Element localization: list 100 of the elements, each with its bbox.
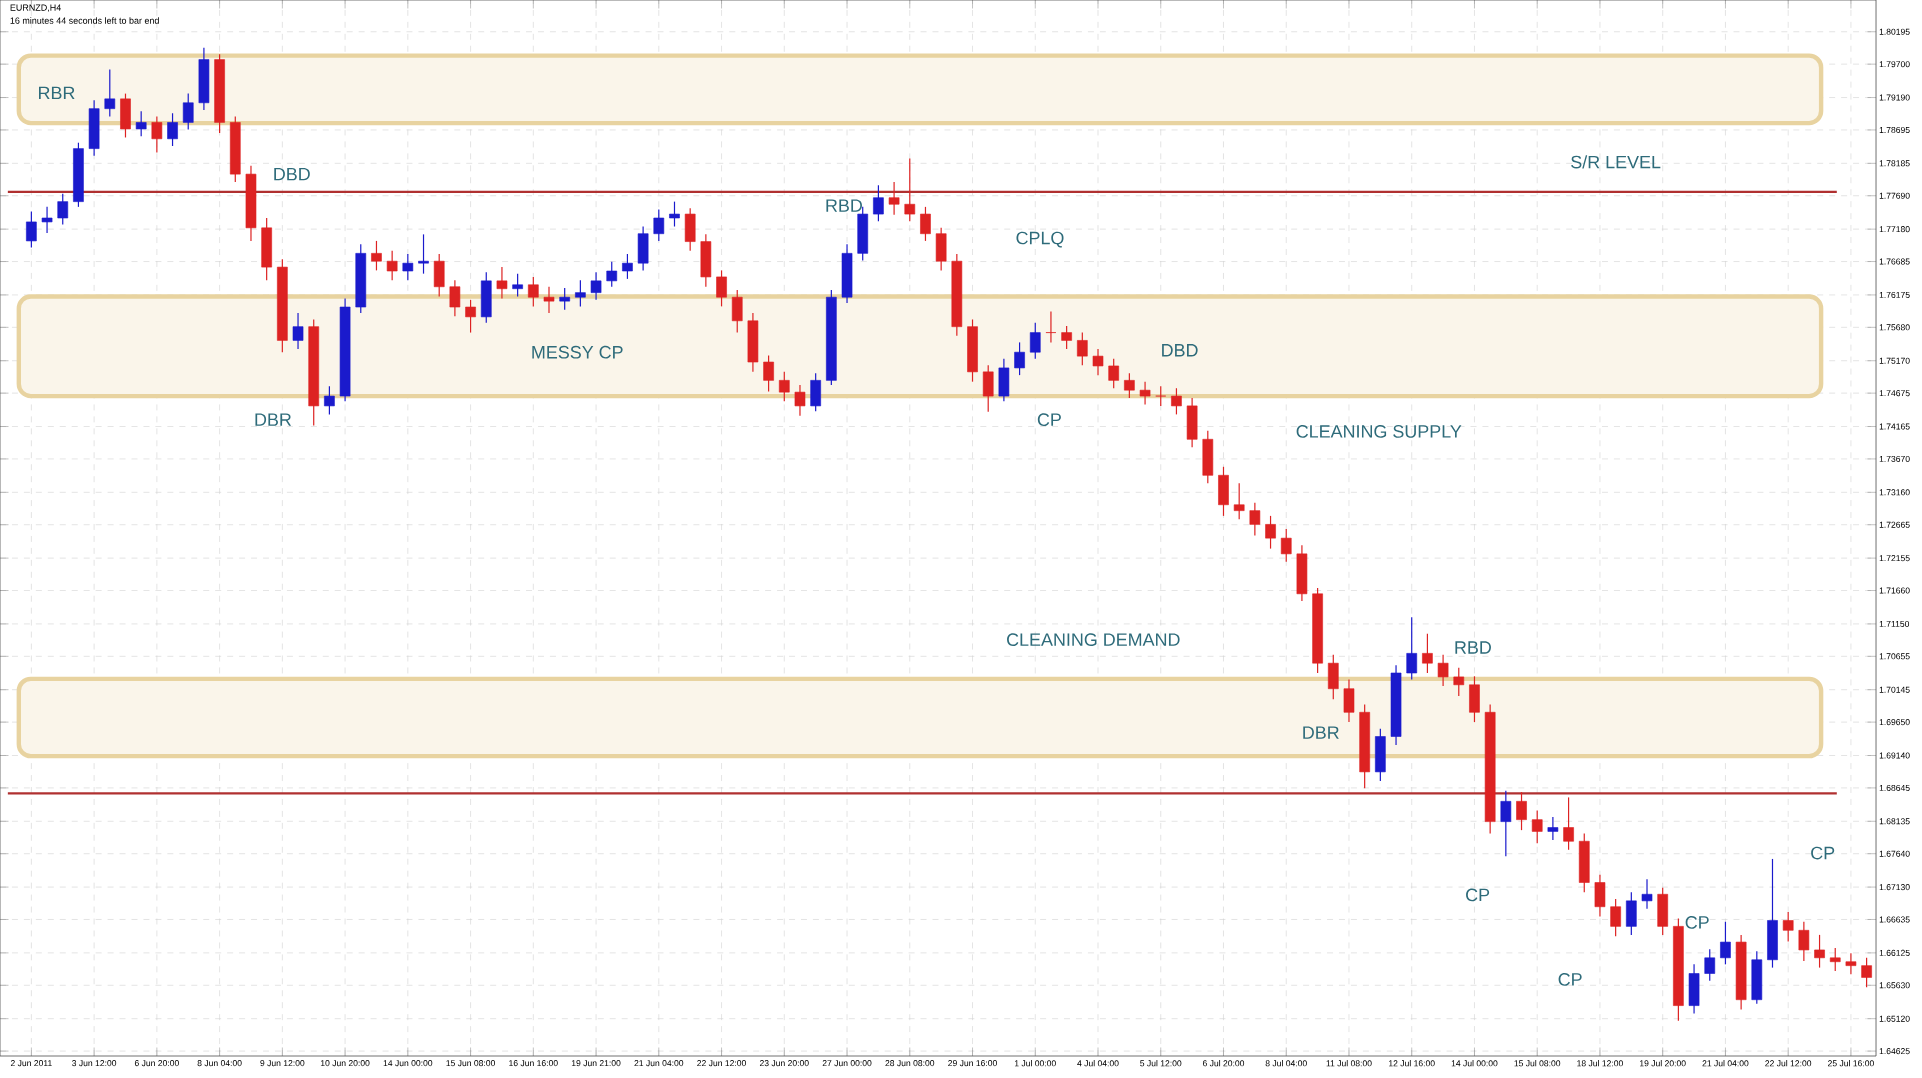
- annotation: CP: [1466, 888, 1490, 902]
- candlestick: [1108, 358, 1120, 389]
- candlestick: [1720, 921, 1731, 965]
- candlestick: [684, 207, 696, 252]
- candlestick: [512, 273, 523, 298]
- candlestick: [41, 206, 53, 234]
- candlestick: [559, 287, 571, 311]
- candlestick: [1798, 921, 1810, 962]
- candlestick: [841, 243, 853, 304]
- ref-line-label: S/R LEVEL: [1571, 155, 1661, 169]
- annotation: DBD: [1162, 344, 1198, 357]
- candlestick: [1610, 898, 1621, 937]
- candlestick: [1578, 832, 1590, 893]
- candlestick: [1045, 311, 1057, 343]
- candlestick: [1014, 341, 1025, 376]
- candlestick: [480, 271, 492, 324]
- candlestick: [998, 358, 1010, 402]
- candlestick: [465, 299, 476, 334]
- candlestick: [920, 206, 931, 242]
- annotation: CP: [1037, 413, 1061, 426]
- candlestick: [1327, 654, 1339, 700]
- candlestick: [1767, 858, 1778, 969]
- annotation: CLEANING SUPPLY: [1296, 425, 1462, 438]
- candlestick: [433, 253, 445, 298]
- candlestick: [135, 110, 147, 137]
- candlestick: [731, 289, 743, 334]
- candlestick: [653, 208, 665, 242]
- candlestick: [371, 240, 382, 271]
- candlestick: [496, 266, 508, 300]
- candlestick: [1437, 654, 1449, 687]
- candlestick: [1171, 387, 1182, 416]
- candlestick: [418, 233, 429, 275]
- annotation: DBR: [1303, 726, 1339, 739]
- candlestick: [1516, 791, 1527, 831]
- annotation: RBR: [39, 86, 75, 100]
- candlestick: [669, 201, 680, 228]
- annotation: MESSY CP: [532, 345, 623, 359]
- candlestick: [1641, 878, 1653, 910]
- candlestick: [778, 371, 790, 402]
- candlestick: [449, 279, 461, 317]
- candlestick: [716, 269, 727, 307]
- annotation: CP: [1811, 846, 1835, 860]
- candlestick: [1077, 331, 1088, 366]
- candlestick: [747, 312, 759, 373]
- candlestick: [1124, 372, 1135, 399]
- candlestick: [1547, 816, 1559, 841]
- candlestick: [1092, 348, 1104, 376]
- candlestick: [590, 271, 602, 301]
- candlestick: [1861, 957, 1872, 988]
- candlestick: [1500, 790, 1512, 857]
- candlestick: [528, 276, 539, 307]
- candlestick: [1218, 466, 1229, 517]
- annotation: DBD: [274, 167, 310, 181]
- candlestick: [543, 286, 555, 314]
- candlestick: [763, 354, 774, 393]
- candlestick: [182, 93, 194, 131]
- candlestick: [794, 384, 806, 417]
- candlestick: [637, 225, 649, 271]
- candlestick: [1814, 934, 1825, 969]
- candlestick: [1186, 397, 1198, 448]
- candlestick: [1704, 948, 1716, 982]
- candlestick: [810, 372, 821, 412]
- candlestick: [606, 261, 618, 288]
- candlestick: [1594, 874, 1606, 918]
- annotation: CPLQ: [1016, 231, 1064, 248]
- annotation: DBR: [255, 413, 292, 426]
- candlestick: [292, 312, 304, 350]
- candlestick: [575, 279, 586, 307]
- candlestick: [386, 250, 398, 281]
- candlestick: [1563, 796, 1574, 851]
- candlestick: [1469, 675, 1480, 723]
- candlestick: [1265, 515, 1276, 550]
- annotation: CLEANING DEMAND: [1007, 633, 1180, 646]
- candlestick: [1296, 544, 1308, 602]
- candlestick: [1829, 947, 1841, 972]
- candlestick: [198, 47, 210, 111]
- candlestick: [1626, 891, 1637, 936]
- candlestick: [324, 385, 335, 416]
- candlestick: [151, 115, 163, 154]
- candlestick: [1280, 528, 1292, 563]
- candlestick: [1531, 809, 1543, 844]
- candlestick: [700, 233, 712, 288]
- candlestick: [57, 193, 69, 226]
- candlestick: [1751, 950, 1763, 1005]
- annotation: CP: [1558, 973, 1582, 986]
- candlestick: [1453, 667, 1465, 697]
- candlestick: [1406, 616, 1418, 681]
- candlestick: [1688, 963, 1700, 1015]
- candlestick: [1202, 430, 1214, 484]
- candlestick: [26, 210, 37, 249]
- candlestick: [1422, 633, 1433, 674]
- candlestick: [904, 157, 916, 222]
- candlestick: [888, 181, 900, 216]
- candlestick: [88, 99, 100, 157]
- candlestick: [402, 253, 414, 281]
- candlestick: [1155, 385, 1167, 407]
- candlestick: [167, 112, 178, 147]
- candlestick: [1782, 911, 1794, 943]
- candlestick: [1845, 952, 1857, 975]
- candlestick: [1343, 678, 1355, 723]
